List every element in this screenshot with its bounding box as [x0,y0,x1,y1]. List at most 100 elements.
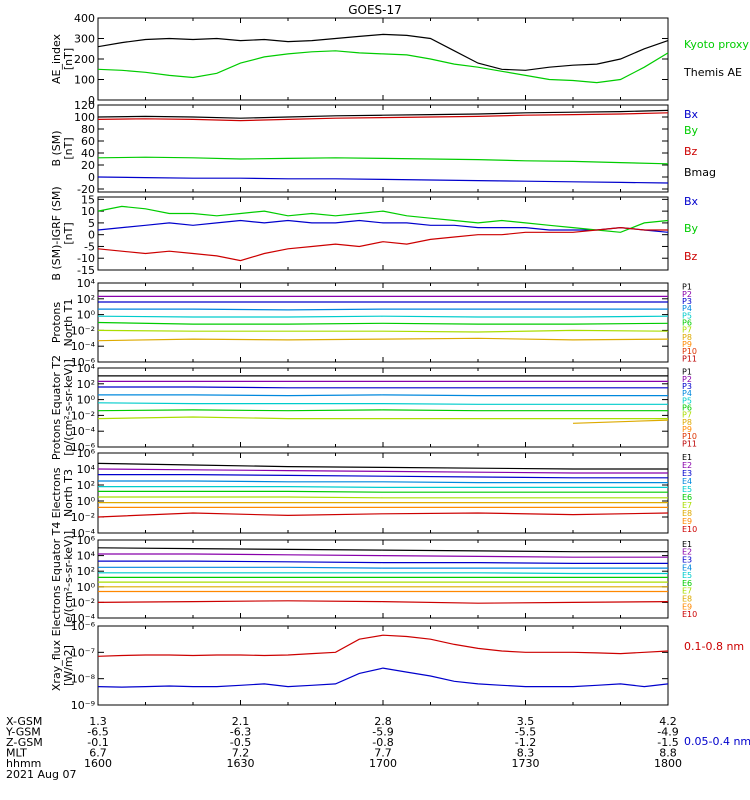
time-row-label: Y-GSM [5,726,41,739]
legend-label: E8 [682,595,692,604]
series-line-p5 [97,402,668,405]
y-tick-label: -10 [77,252,95,265]
series-line-p8 [97,337,669,342]
legend-label: P5 [682,396,692,405]
y-tick-label: 10² [77,378,95,391]
time-tick-label: 8.3 [517,747,535,760]
y-tick-label: 200 [74,53,95,66]
series-line-bx [97,176,669,184]
y-tick-label: 10⁻⁸ [71,673,96,686]
time-tick-label: 7.2 [232,747,250,760]
series-line-p5 [97,315,669,318]
y-axis-label: B (SM)-IGRF (SM)[nT] [50,186,75,280]
series-line-e10 [97,512,669,518]
y-tick-label: 10⁻⁶ [71,356,96,369]
y-tick-label: 10⁻⁴ [71,425,96,438]
legend-label: P10 [682,432,697,441]
time-tick-label: -1.5 [657,736,678,749]
y-tick-label: 0 [88,171,95,184]
series-line-kyoto-proxy-ae [97,50,669,84]
legend-label: E1 [682,540,692,549]
y-tick-label: -15 [77,264,95,277]
series-line-e2 [97,468,668,474]
time-tick-label: 1800 [654,757,682,770]
time-tick-label: -5.9 [372,726,393,739]
series-line-e3 [98,560,668,564]
time-tick-label: 1630 [227,757,255,770]
time-tick-label: 4.2 [659,715,677,728]
series-line-0-05-0-4-nm [97,667,669,688]
legend-label: P7 [682,411,692,420]
legend-label: P6 [682,319,692,328]
panel-1: 0 100 200 300 400 AE_index[nT] Kyoto proxy AE T… [50,12,750,107]
time-tick-label: -6.3 [230,726,251,739]
legend-label: P9 [682,340,692,349]
legend-label: Bx [684,195,699,208]
panel-frame [97,625,669,706]
series-line-by [97,156,669,165]
legend-label: P10 [682,347,697,356]
y-tick-label: 10⁴ [77,550,96,563]
legend-label: P4 [682,389,692,398]
y-tick-label: 10⁰ [77,309,96,322]
y-tick-label: 10⁻² [71,596,95,609]
y-tick-label: 10² [77,479,95,492]
series-line-e10 [97,600,669,604]
y-tick-label: 300 [74,33,95,46]
legend-label: P8 [682,418,692,427]
y-tick-label: 5 [88,217,95,230]
y-tick-label: 10² [77,293,95,306]
legend-label: 0.05-0.4 nm [684,735,750,748]
series-line-p6 [97,321,669,325]
series-line-themis-ae [97,33,669,71]
legend-label: E3 [682,556,692,565]
legend-label: E6 [682,493,692,502]
legend-label: E2 [682,461,692,470]
legend-label: 0.1-0.8 nm [684,640,744,653]
y-tick-label: 0 [88,229,95,242]
legend-label: E9 [682,517,692,526]
y-tick-label: 10⁻⁴ [71,527,96,540]
y-tick-label: 10⁰ [77,394,96,407]
y-tick-label: 10⁻⁴ [71,612,96,625]
legend-label: P2 [682,290,692,299]
legend-label: E5 [682,571,692,580]
y-tick-label: 80 [81,123,95,136]
y-axis-label: AE_index[nT] [50,33,75,84]
series-line-bz [97,112,669,122]
y-axis-label: Protons Equator T2[p/(cm²-s-sr-keV)] [50,355,75,460]
legend-label: Bmag [684,166,716,179]
legend-label: E5 [682,485,692,494]
y-tick-label: 120 [74,99,95,112]
legend-label: P11 [682,439,697,448]
y-tick-label: 20 [81,159,95,172]
series-line-p7 [97,416,668,420]
legend-label: E7 [682,501,692,510]
time-tick-label: 2.8 [374,715,392,728]
legend-label: E3 [682,469,692,478]
legend-label: P3 [682,297,692,306]
y-axis-label: ElectronsNorth T3 [50,467,75,518]
time-axis-labels: X-GSM 1.3 2.1 2.8 3.5 4.2 Y-GSM -6.5 -6.3 -5.9 -5.… [5,715,682,781]
y-tick-label: 10⁻⁴ [71,340,96,353]
series-line-bmag [97,109,669,119]
legend-label: Bz [684,145,698,158]
y-tick-label: 10⁶ [77,534,96,547]
time-tick-label: 8.8 [659,747,677,760]
legend-label: P8 [682,333,692,342]
legend-label: P7 [682,326,692,335]
legend-label: E9 [682,602,692,611]
time-tick-label: 7.7 [374,747,392,760]
series-line-e6 [98,490,668,493]
y-tick-label: 40 [81,147,95,160]
y-tick-label: 60 [81,135,95,148]
panel-frame [97,367,669,448]
legend-label: P2 [682,375,692,384]
y-tick-label: 10⁰ [77,495,96,508]
y-tick-label: -5 [84,240,95,253]
legend-label: E4 [682,477,692,486]
